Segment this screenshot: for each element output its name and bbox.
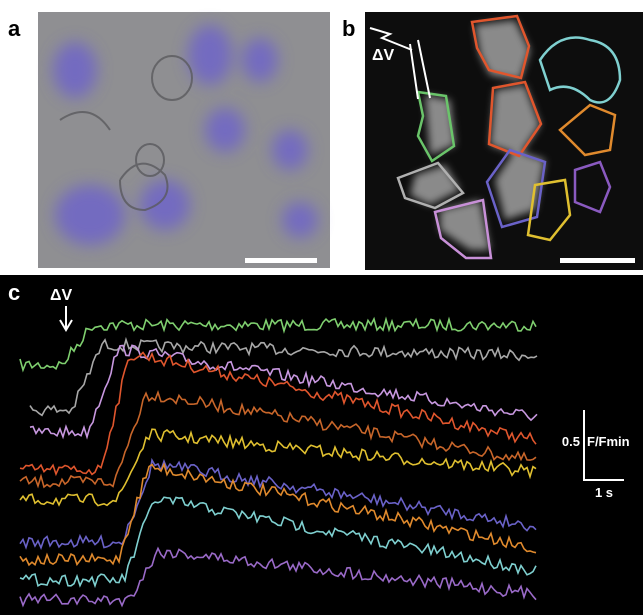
panel-a: a <box>8 12 330 268</box>
panel-c: c ΔV 0.5 F/Fmin 1 s <box>0 275 643 615</box>
panel-label: c <box>8 280 20 305</box>
scale-bar-unit: F/Fmin <box>587 434 630 449</box>
scale-bar-value: 0.5 <box>562 434 580 449</box>
panel-label: b <box>342 16 355 41</box>
scale-bar-time: 1 s <box>595 485 613 500</box>
stimulus-label: ΔV <box>372 47 395 64</box>
panel-label: a <box>8 16 21 41</box>
scale-bar <box>245 258 317 263</box>
figure: a ΔV b <box>0 0 643 615</box>
stimulus-label: ΔV <box>50 287 73 304</box>
scale-bar <box>560 258 635 263</box>
panel-b: ΔV b <box>342 12 643 270</box>
